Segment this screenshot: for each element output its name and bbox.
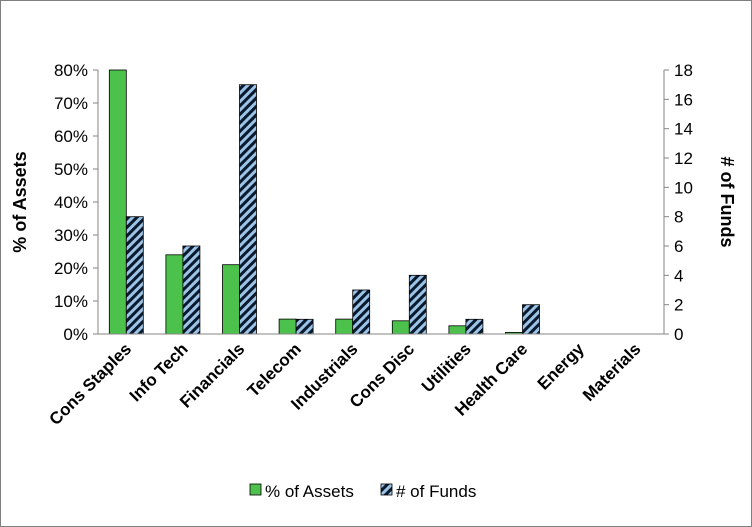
bar-funds-1 (182, 245, 201, 335)
legend-swatch-assets (249, 483, 262, 496)
left-axis-title: % of Assets (10, 151, 30, 252)
right-tick-label-1: 2 (674, 296, 683, 315)
bar-funds-0 (125, 216, 144, 335)
bar-funds-6 (465, 318, 484, 335)
right-tick-label-9: 18 (674, 61, 693, 80)
right-tick-label-5: 10 (674, 178, 693, 197)
bar-funds-2 (239, 84, 257, 335)
bar-funds-7 (522, 304, 540, 335)
left-tick-label-4: 40% (54, 193, 88, 212)
left-tick-label-7: 70% (54, 94, 88, 113)
left-tick-label-3: 30% (54, 226, 88, 245)
bar-assets-5 (391, 320, 410, 335)
right-axis-title: # of Funds (717, 157, 737, 248)
bar-assets-0 (108, 69, 127, 335)
right-tick-label-0: 0 (674, 325, 683, 344)
right-tick-label-3: 6 (674, 237, 683, 256)
category-label-9: Materials (579, 339, 645, 405)
right-tick-label-8: 16 (674, 90, 693, 109)
bar-assets-1 (165, 254, 184, 335)
right-ticks-group: 0 2 4 6 8 10 12 14 16 18 (664, 61, 693, 344)
bar-assets-4 (335, 318, 354, 335)
bar-assets-6 (448, 325, 467, 335)
legend-label-assets: % of Assets (265, 482, 354, 501)
bar-assets-2 (222, 264, 240, 335)
left-tick-label-8: 80% (54, 61, 88, 80)
category-label-0: Cons Staples (46, 339, 136, 429)
right-tick-label-6: 12 (674, 149, 693, 168)
bar-funds-3 (295, 318, 314, 335)
category-label-8: Energy (534, 339, 589, 394)
legend-label-funds: # of Funds (396, 482, 476, 501)
right-tick-label-2: 4 (674, 266, 683, 285)
right-tick-label-4: 8 (674, 208, 683, 227)
bar-assets-3 (278, 318, 297, 335)
category-label-6: Utilities (418, 339, 475, 396)
bars-group (108, 69, 540, 335)
left-tick-label-2: 20% (54, 259, 88, 278)
legend: % of Assets # of Funds (249, 482, 476, 501)
left-tick-label-6: 60% (54, 127, 88, 146)
bar-funds-4 (352, 289, 371, 335)
left-tick-label-0: 0% (63, 325, 88, 344)
left-tick-label-1: 10% (54, 292, 88, 311)
left-tick-label-5: 50% (54, 160, 88, 179)
right-tick-label-7: 14 (674, 120, 693, 139)
bar-funds-5 (408, 274, 427, 335)
legend-swatch-funds (380, 483, 393, 496)
left-ticks-group: 0% 10% 20% 30% 40% 50% 60% 70% 80% (54, 61, 98, 344)
